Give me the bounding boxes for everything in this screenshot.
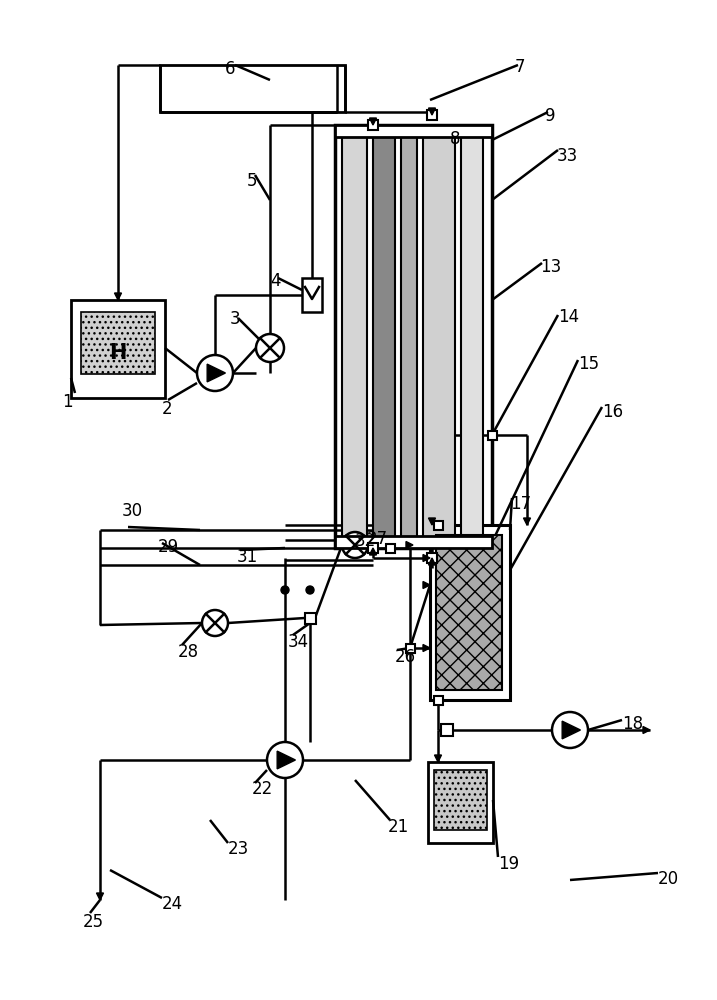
Polygon shape	[435, 755, 442, 762]
Bar	[71, 300, 165, 398]
Text: 29: 29	[158, 538, 179, 556]
Text: 16: 16	[602, 403, 623, 421]
Text: 30: 30	[122, 502, 143, 520]
Text: 31: 31	[237, 548, 258, 566]
Text: 32: 32	[355, 532, 376, 550]
Bar	[430, 525, 510, 700]
Polygon shape	[277, 751, 295, 769]
Polygon shape	[207, 364, 225, 382]
Bar	[406, 644, 414, 652]
Polygon shape	[115, 293, 121, 300]
Text: 15: 15	[578, 355, 599, 373]
Polygon shape	[429, 558, 435, 565]
Text: 26: 26	[395, 648, 416, 666]
Text: 17: 17	[510, 495, 531, 513]
Polygon shape	[369, 548, 376, 555]
Polygon shape	[562, 721, 581, 739]
Bar	[335, 125, 492, 137]
Bar	[428, 762, 493, 843]
Circle shape	[202, 610, 228, 636]
Bar	[434, 696, 442, 704]
Text: 33: 33	[557, 147, 578, 165]
Polygon shape	[423, 554, 430, 562]
Text: 3: 3	[230, 310, 241, 328]
Bar	[488, 430, 496, 440]
Text: 5: 5	[247, 172, 257, 190]
Text: 6: 6	[225, 60, 235, 78]
Text: 23: 23	[228, 840, 250, 858]
Text: 24: 24	[162, 895, 183, 913]
Text: 14: 14	[558, 308, 579, 326]
Polygon shape	[643, 726, 650, 734]
Text: H: H	[109, 343, 127, 363]
Bar	[373, 135, 395, 538]
Polygon shape	[523, 518, 531, 525]
Text: 13: 13	[540, 258, 561, 276]
Bar	[441, 724, 453, 736]
Polygon shape	[423, 645, 430, 652]
Bar	[160, 65, 345, 112]
Polygon shape	[97, 893, 103, 900]
Text: 2: 2	[162, 400, 173, 418]
Circle shape	[552, 712, 588, 748]
Text: 22: 22	[252, 780, 273, 798]
Text: 20: 20	[658, 870, 679, 888]
Text: 18: 18	[622, 715, 643, 733]
Text: 27: 27	[367, 530, 388, 548]
Text: 25: 25	[83, 913, 104, 931]
Bar	[335, 125, 492, 548]
Bar	[461, 135, 483, 538]
Bar	[81, 312, 155, 374]
Text: 34: 34	[288, 633, 309, 651]
Polygon shape	[429, 108, 435, 115]
Bar	[427, 110, 437, 120]
Bar	[368, 543, 378, 553]
Bar	[342, 135, 367, 538]
Text: 8: 8	[450, 130, 460, 148]
Circle shape	[256, 334, 284, 362]
Bar	[335, 536, 492, 548]
Text: 7: 7	[515, 58, 526, 76]
Bar	[302, 278, 322, 312]
Text: 1: 1	[62, 393, 72, 411]
Text: 28: 28	[178, 643, 199, 661]
Bar	[305, 612, 315, 624]
Bar	[386, 544, 394, 552]
Bar	[423, 135, 455, 538]
Text: 9: 9	[545, 107, 556, 125]
Circle shape	[281, 586, 289, 594]
Polygon shape	[406, 542, 413, 548]
Circle shape	[342, 532, 368, 558]
Bar	[434, 520, 442, 530]
Circle shape	[306, 586, 314, 594]
Bar	[368, 120, 378, 130]
Text: 4: 4	[270, 272, 280, 290]
Text: 19: 19	[498, 855, 519, 873]
Text: 21: 21	[388, 818, 409, 836]
Circle shape	[197, 355, 233, 391]
Bar	[434, 770, 487, 830]
Circle shape	[307, 587, 313, 593]
Bar	[427, 553, 437, 563]
Bar	[436, 535, 502, 690]
Polygon shape	[429, 518, 435, 525]
Bar	[401, 135, 417, 538]
Polygon shape	[423, 582, 430, 588]
Polygon shape	[369, 118, 376, 125]
Circle shape	[267, 742, 303, 778]
